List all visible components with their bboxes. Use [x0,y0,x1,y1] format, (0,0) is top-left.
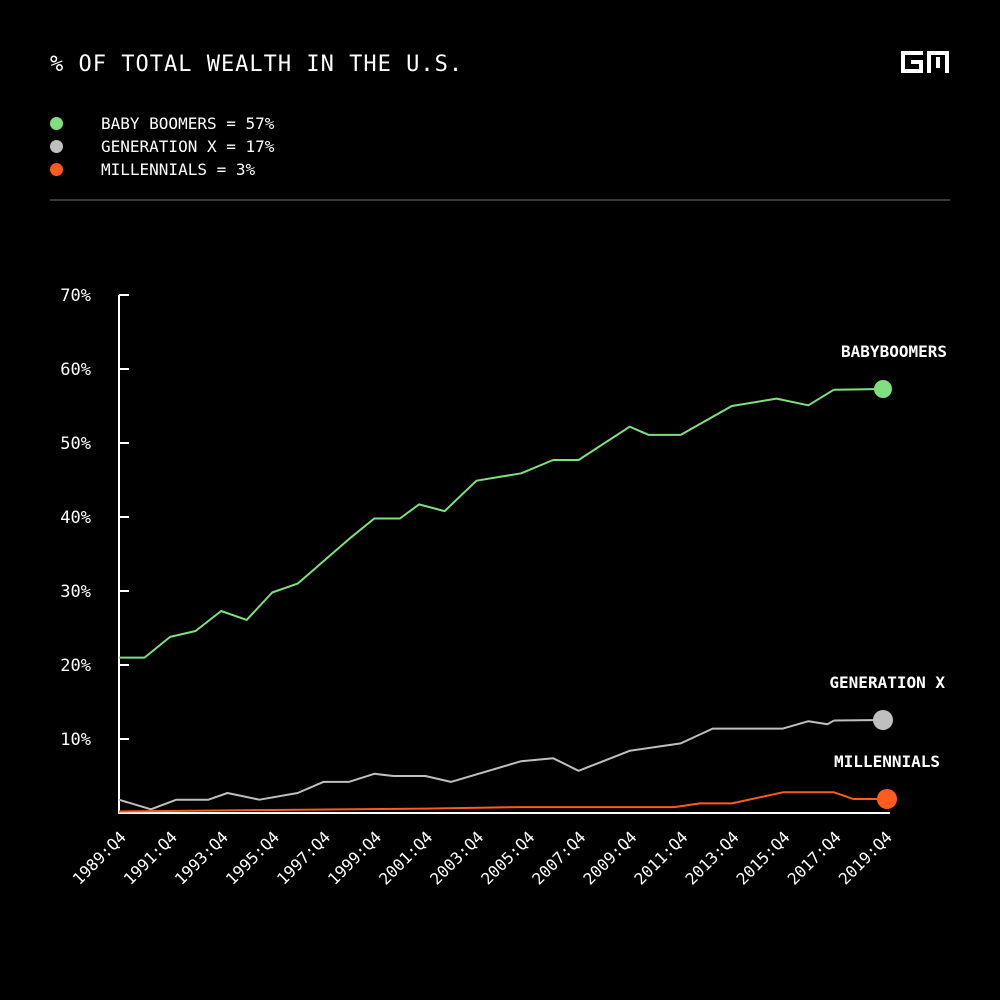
x-tick-label-1995-q4: 1995:Q4 [222,827,283,888]
y-tick-label-40: 40% [60,508,91,528]
x-tick-label-2001-q4: 2001:Q4 [375,827,436,888]
x-tick-label-2007-q4: 2007:Q4 [528,827,589,888]
x-tick-label-2019-q4: 2019:Q4 [835,827,896,888]
series-line-millennials [118,791,854,813]
series-end-marker-baby-boomers [874,380,892,398]
y-tick-label-50: 50% [60,434,91,454]
x-tick-label-1997-q4: 1997:Q4 [273,827,334,888]
series-end-label-generation-x: GENERATION X [829,673,945,692]
page-title: % OF TOTAL WEALTH IN THE U.S. [50,52,464,77]
legend-dot-generation-x [50,140,63,153]
y-tick-label-60: 60% [60,360,91,380]
legend-label-millennials: MILLENNIALS = 3% [101,160,256,179]
x-tick-label-1991-q4: 1991:Q4 [120,827,181,888]
series-end-label-millennials: MILLENNIALS [834,752,940,771]
legend-dot-millennials [50,163,63,176]
legend-dot-baby-boomers [50,117,63,130]
x-tick-label-1999-q4: 1999:Q4 [324,827,385,888]
series-end-marker-generation-x [873,710,893,730]
y-tick-label-30: 30% [60,582,91,602]
x-tick-label-1989-q4: 1989:Q4 [69,827,130,888]
x-tick-label-2005-q4: 2005:Q4 [477,827,538,888]
x-tick-label-2011-q4: 2011:Q4 [630,827,691,888]
x-tick-label-2017-q4: 2017:Q4 [784,827,845,888]
x-tick-label-2013-q4: 2013:Q4 [682,827,743,888]
x-tick-label-2015-q4: 2015:Q4 [733,827,794,888]
y-tick-label-10: 10% [60,730,91,750]
gm-logo-icon [901,51,949,73]
series-line-generation-x [118,719,835,811]
series-line-baby-boomers [119,388,835,659]
x-tick-label-1993-q4: 1993:Q4 [171,827,232,888]
y-tick-label-70: 70% [60,286,91,306]
series-end-marker-millennials [877,789,897,809]
series-end-label-baby-boomers: BABYBOOMERS [841,342,947,361]
legend-label-generation-x: GENERATION X = 17% [101,137,275,156]
legend-label-baby-boomers: BABY BOOMERS = 57% [101,114,275,133]
x-tick-label-2003-q4: 2003:Q4 [426,827,487,888]
x-tick-label-2009-q4: 2009:Q4 [579,827,640,888]
y-tick-label-20: 20% [60,656,91,676]
header-divider [50,199,950,201]
